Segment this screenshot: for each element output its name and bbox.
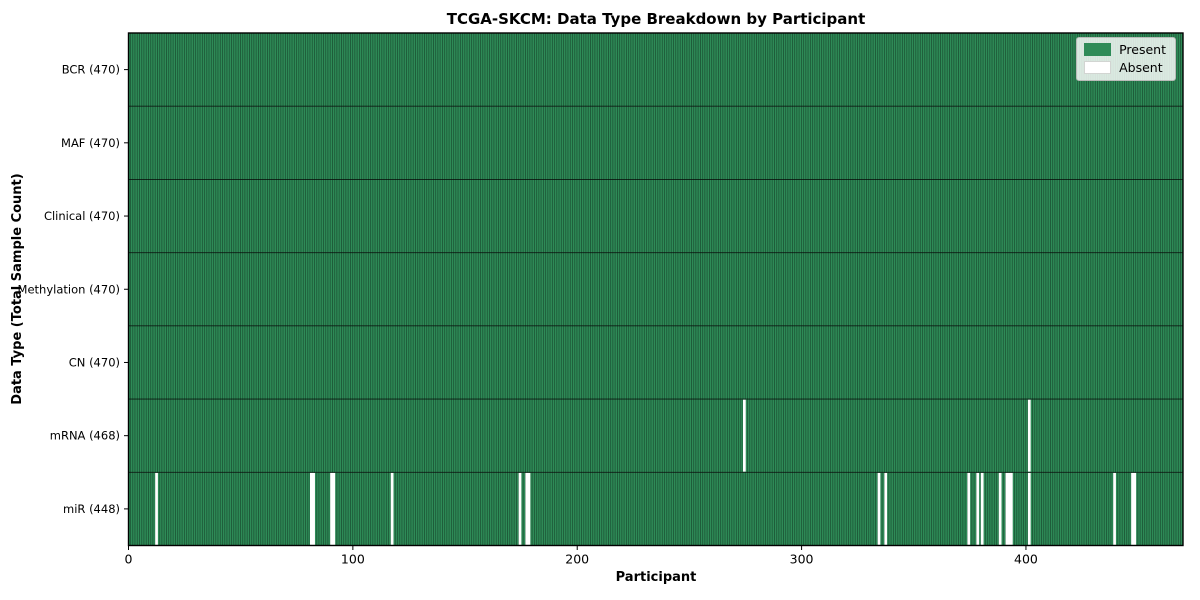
- absent-stripe: [1005, 472, 1009, 545]
- absent-stripe: [1113, 472, 1116, 545]
- absent-stripe: [1009, 472, 1013, 545]
- row-band: [128, 33, 1183, 107]
- row-band: [128, 325, 1183, 400]
- absent-stripe: [155, 472, 158, 545]
- absent-stripe: [518, 472, 522, 545]
- row-band: [128, 179, 1183, 253]
- x-tick-label: 300: [790, 552, 814, 567]
- legend-absent-swatch: [1084, 61, 1112, 75]
- legend-present-label: Present: [1119, 42, 1166, 57]
- legend-entry-present: Present: [1084, 43, 1166, 57]
- x-tick-label: 0: [125, 552, 133, 567]
- chart-title: TCGA-SKCM: Data Type Breakdown by Partic…: [446, 10, 866, 28]
- absent-stripe: [309, 472, 313, 545]
- x-tick-label: 400: [1014, 552, 1038, 567]
- x-tick-label: 100: [341, 552, 365, 567]
- absent-stripe: [743, 399, 746, 472]
- y-tick-label: CN (470): [69, 355, 120, 369]
- legend-entry-absent: Absent: [1084, 59, 1166, 75]
- absent-stripe: [1131, 472, 1134, 545]
- absent-stripe: [998, 472, 1002, 545]
- absent-stripe: [525, 472, 529, 545]
- absent-stripe: [332, 472, 336, 545]
- absent-stripe: [967, 472, 971, 545]
- row-band: [128, 399, 1183, 473]
- row-band: [128, 252, 1183, 326]
- x-axis-label: Participant: [615, 570, 697, 585]
- absent-stripe: [1007, 472, 1011, 545]
- absent-stripe: [527, 472, 531, 545]
- y-tick-label: mRNA (468): [50, 429, 120, 443]
- legend: Present Absent: [1076, 37, 1176, 81]
- y-tick-label: BCR (470): [62, 63, 120, 77]
- absent-stripe: [877, 472, 881, 545]
- row-band: [128, 472, 1183, 546]
- y-tick-label: Methylation (470): [18, 282, 120, 296]
- legend-present-swatch: [1084, 43, 1112, 57]
- y-tick-label: miR (448): [63, 502, 120, 516]
- absent-stripe: [390, 472, 394, 545]
- y-tick-label: MAF (470): [61, 136, 120, 150]
- absent-stripe: [330, 472, 333, 545]
- plot-frame: [127, 32, 1184, 547]
- legend-absent-label: Absent: [1119, 59, 1163, 75]
- absent-stripe: [884, 472, 888, 545]
- row-band: [128, 106, 1183, 180]
- absent-stripe: [1027, 399, 1031, 472]
- y-tick-label: Clinical (470): [44, 209, 120, 223]
- absent-stripe: [976, 472, 980, 545]
- x-tick-label: 200: [565, 552, 589, 567]
- absent-stripe: [312, 472, 315, 545]
- absent-stripe: [980, 472, 984, 545]
- y-axis-label-text: Data Type (Total Sample Count): [10, 173, 25, 405]
- absent-stripe: [1133, 472, 1137, 545]
- absent-stripe: [1027, 472, 1031, 545]
